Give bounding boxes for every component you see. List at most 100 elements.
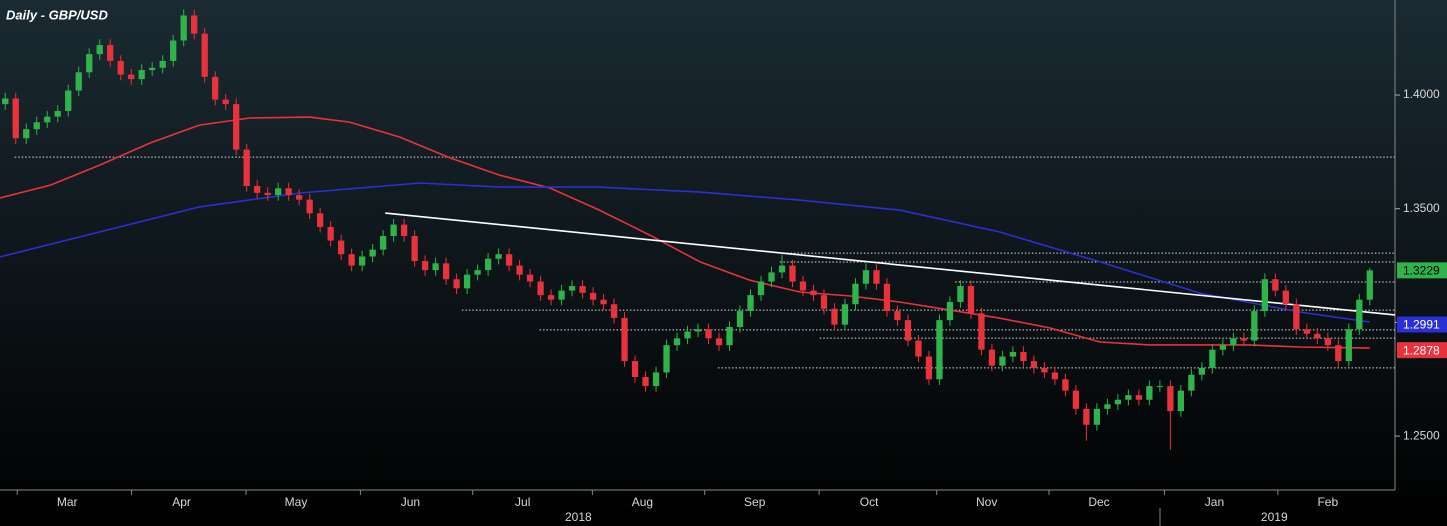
candle-body: [400, 224, 408, 237]
x-tick-label: Nov: [976, 495, 997, 509]
price-tag-label: 1.3229: [1403, 264, 1440, 278]
candle-body: [23, 129, 30, 139]
y-tick-label: 1.2500: [1403, 428, 1440, 442]
candle-body: [516, 265, 523, 275]
candle-body: [1188, 374, 1195, 391]
candle-body: [369, 249, 376, 257]
candle-body: [1240, 338, 1247, 341]
candle-body: [1356, 299, 1363, 330]
candle-body: [589, 292, 597, 300]
plot-area: [0, 9, 1395, 450]
x-tick-label: Jan: [1205, 495, 1224, 509]
candle-body: [810, 290, 817, 296]
candle-body: [1072, 390, 1080, 409]
candle-body: [54, 110, 61, 117]
candle-body: [925, 356, 933, 380]
candle-body: [411, 236, 418, 262]
candle-body: [820, 295, 828, 309]
candle-body: [694, 329, 702, 332]
candle-body: [904, 320, 912, 341]
candle-body: [1219, 345, 1227, 350]
candle-body: [1062, 379, 1069, 391]
candle-body: [757, 281, 765, 296]
candle-body: [1335, 345, 1342, 362]
candle-body: [222, 99, 229, 105]
candle-body: [1030, 361, 1038, 368]
candle-body: [306, 199, 313, 214]
candle-body: [1272, 279, 1279, 291]
trend-line: [385, 212, 1395, 316]
x-tick-label: Sep: [744, 495, 766, 509]
candle-body: [442, 263, 450, 280]
candle-body: [988, 349, 996, 366]
candle-body: [1303, 329, 1310, 334]
candle-body: [285, 188, 292, 196]
candle-body: [1009, 351, 1017, 357]
moving-average-line: [0, 182, 1370, 323]
candle-body: [631, 361, 639, 377]
candle-body: [1177, 390, 1185, 412]
candle-body: [1261, 279, 1268, 312]
candle-body: [275, 188, 282, 196]
candle-body: [1020, 351, 1027, 362]
x-tick-label: Jul: [515, 495, 530, 509]
year-label: 2019: [1261, 510, 1288, 524]
x-tick-label: Jun: [401, 495, 420, 509]
candle-body: [663, 345, 670, 373]
candle-body: [421, 261, 429, 271]
candle-body: [621, 317, 628, 362]
candle-body: [1125, 395, 1132, 400]
candle-body: [547, 295, 555, 300]
candle-body: [107, 45, 114, 61]
candle-body: [568, 286, 576, 291]
moving-average-line: [0, 116, 1370, 349]
candle-body: [726, 326, 733, 346]
candle-body: [201, 33, 208, 77]
candle-body: [390, 224, 397, 237]
x-tick-label: Dec: [1088, 495, 1109, 509]
candle-body: [254, 185, 261, 193]
candle-body: [1282, 290, 1289, 305]
candle-body: [1093, 408, 1101, 425]
candle-body: [600, 299, 607, 305]
candle-body: [2, 98, 9, 105]
candle-body: [128, 74, 135, 80]
candle-body: [978, 313, 985, 350]
candle-body: [1345, 329, 1352, 362]
candle-body: [652, 372, 660, 387]
candle-body: [474, 270, 481, 275]
candle-body: [1251, 311, 1258, 341]
candle-body: [799, 281, 807, 291]
candle-body: [747, 295, 754, 312]
candle-body: [170, 40, 177, 61]
candle-body: [894, 311, 901, 321]
candle-body: [327, 226, 334, 241]
candle-body: [243, 149, 250, 186]
candle-body: [579, 286, 586, 293]
candle-body: [138, 70, 145, 80]
candle-body: [715, 338, 723, 346]
candle-body: [316, 213, 324, 227]
candle-body: [684, 331, 691, 339]
chart-title: Daily - GBP/USD: [6, 7, 108, 22]
candle-body: [778, 265, 786, 273]
price-tag: [1397, 262, 1447, 279]
candle-body: [862, 270, 870, 284]
candle-body: [96, 45, 103, 55]
candle-body: [180, 15, 187, 41]
candle-body: [1366, 270, 1373, 300]
candle-body: [1314, 333, 1321, 339]
candle-body: [75, 72, 82, 91]
candle-body: [379, 236, 387, 250]
candle-body: [1293, 304, 1300, 330]
candle-body: [12, 98, 19, 139]
candle-body: [967, 286, 975, 314]
candle-body: [957, 286, 964, 302]
candle-body: [337, 240, 345, 255]
candle-body: [65, 90, 72, 111]
candle-body: [1083, 408, 1090, 425]
candle-body: [673, 338, 681, 346]
x-tick-label: Apr: [172, 495, 191, 509]
